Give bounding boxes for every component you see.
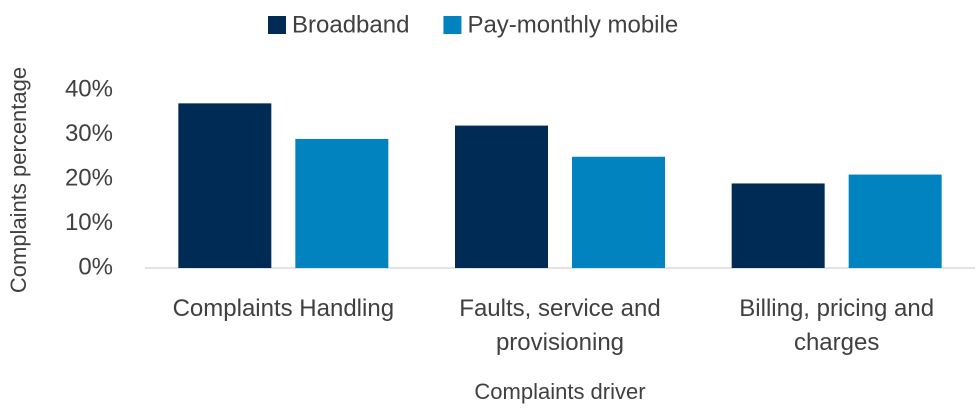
- bar: [295, 138, 389, 268]
- bar: [731, 183, 825, 268]
- x-axis-title: Complaints driver: [474, 379, 645, 404]
- bar: [572, 156, 665, 268]
- y-tick-label: 10%: [65, 209, 113, 236]
- legend-label: Broadband: [292, 11, 409, 38]
- x-tick-label: Billing, pricing and charges: [739, 295, 935, 356]
- x-tick-label: Faults, service and provisioning: [459, 295, 661, 356]
- legend-label: Pay-monthly mobile: [467, 11, 678, 38]
- x-tick-label: Complaints Handling: [172, 295, 395, 322]
- bar: [178, 103, 272, 268]
- y-axis-title: Complaints percentage: [6, 67, 31, 293]
- legend-swatch: [443, 16, 462, 34]
- y-tick-label: 30%: [65, 120, 113, 147]
- legend-swatch: [268, 16, 286, 34]
- bar: [848, 174, 942, 268]
- y-tick-label: 0%: [78, 253, 113, 280]
- y-tick-label: 40%: [65, 75, 113, 102]
- bar: [455, 125, 548, 268]
- y-tick-label: 20%: [65, 164, 113, 191]
